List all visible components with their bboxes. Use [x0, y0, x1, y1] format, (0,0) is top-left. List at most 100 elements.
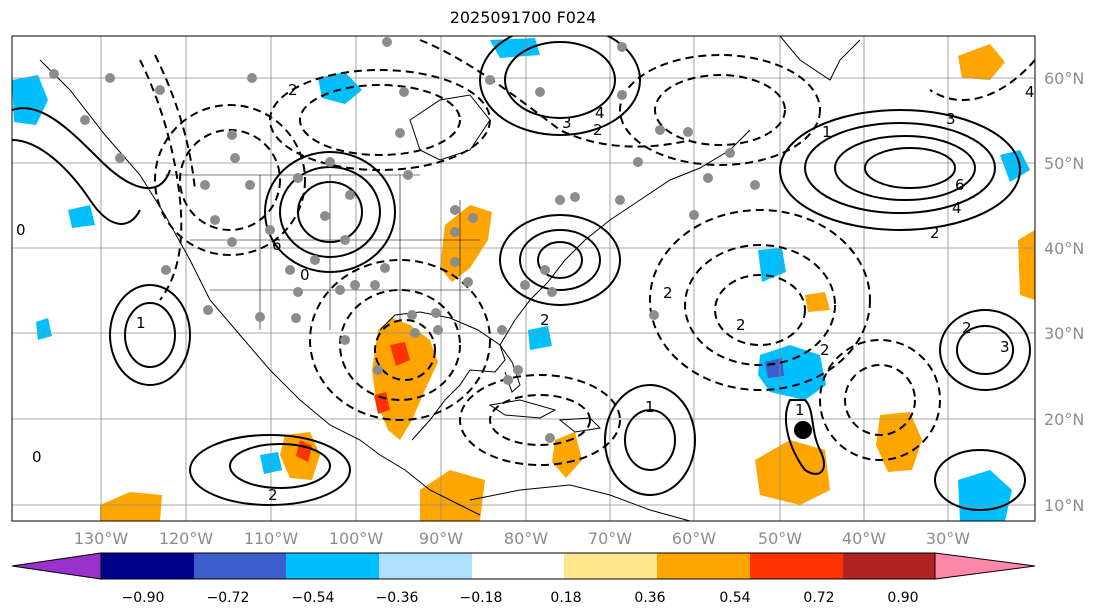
- colorbar-tick: −0.72: [207, 590, 250, 606]
- contour-label: 0: [32, 448, 42, 466]
- contour-label: 6: [955, 176, 965, 194]
- lon-label: 30°W: [926, 529, 970, 548]
- contour-low-gulf-3: [374, 319, 436, 381]
- contour-high-se-1: [934, 449, 1026, 511]
- colorbar-swatch: [564, 553, 657, 579]
- contour-low-west-1: [154, 104, 306, 256]
- coast-cuba: [488, 399, 557, 419]
- contour-high-east-atl-4: [864, 147, 956, 189]
- colorbar-swatch: [750, 553, 843, 579]
- shade-red-gulf-1: [390, 342, 410, 366]
- contour-low-gulf-2: [339, 289, 461, 401]
- lat-label: 10°N: [1044, 496, 1084, 515]
- shade-orange-pac-low: [100, 492, 162, 521]
- contour-low-east-2: [844, 364, 916, 436]
- coast-sa: [469, 484, 691, 521]
- coast-gulf: [379, 311, 506, 441]
- colorbar: −0.90 −0.72 −0.54 −0.36 −0.18 0.18 0.36 …: [11, 552, 1036, 606]
- colorbar-swatch: [657, 553, 750, 579]
- lon-label: 110°W: [244, 529, 299, 548]
- contour-low-atl-1: [649, 209, 871, 391]
- contour-label: 2: [268, 486, 278, 504]
- coast-hudson: [409, 94, 491, 161]
- contour-high-epac-2: [229, 443, 331, 489]
- contour-low-east-edge: [929, 59, 1035, 101]
- colorbar-tick: −0.90: [122, 590, 165, 606]
- contour-label: 3: [1000, 338, 1010, 356]
- contour-high-trop-2: [624, 409, 676, 471]
- coast-west-na: [39, 59, 481, 516]
- lat-label: 40°N: [1044, 239, 1084, 258]
- colorbar-tick: 0.90: [887, 590, 918, 606]
- contour-low-east-1: [819, 339, 941, 461]
- contour-low-north-2: [299, 84, 461, 156]
- coast-hispaniola: [558, 417, 602, 433]
- political-borders: [165, 174, 480, 330]
- contour-low-atl-2: [684, 244, 836, 366]
- lat-label: 50°N: [1044, 154, 1084, 173]
- contour-labels: 6 4 3 2 2 1 0 0 2 1 3 4 6 4 2 2 2 2 3 1 …: [16, 81, 1035, 504]
- coast-florida: [499, 344, 521, 393]
- colorbar-tick: −0.36: [376, 590, 419, 606]
- contour-label: 0: [300, 266, 310, 284]
- contour-low-gulf-1: [309, 259, 491, 421]
- contour-label: 1: [822, 123, 832, 141]
- lon-label: 50°W: [758, 529, 802, 548]
- shade-blue-north-center: [318, 72, 362, 104]
- shade-blue-bc: [12, 75, 48, 125]
- shade-blue-ne-top: [490, 38, 540, 58]
- contour-high-east-atl-2: [804, 122, 996, 214]
- colorbar-tick: 0.18: [550, 590, 581, 606]
- lat-label: 30°N: [1044, 324, 1084, 343]
- shade-orange-sa: [420, 470, 485, 521]
- colorbar-swatch: [379, 553, 472, 579]
- shade-orange-east-edge: [1018, 230, 1035, 300]
- contour-label: 2: [736, 316, 746, 334]
- contour-low-nw-atl-1: [619, 54, 821, 166]
- contour-high-east-atl-3: [834, 135, 976, 201]
- lon-label: 80°W: [504, 529, 548, 548]
- contour-high-east-trop-1: [939, 309, 1031, 391]
- lon-label: 100°W: [329, 529, 384, 548]
- lon-label: 90°W: [419, 529, 463, 548]
- contour-label: 2: [962, 319, 972, 337]
- contour-high-pac-1: [109, 284, 191, 386]
- contour-low-nw-atl-2: [654, 74, 786, 146]
- contour-label: 4: [1025, 83, 1035, 101]
- contour-high-trop-1: [604, 384, 696, 496]
- contour-label: 1: [645, 398, 655, 416]
- contour-storm: [785, 399, 825, 475]
- colorbar-tick: 0.36: [634, 590, 665, 606]
- shade-orange-east-atl: [876, 412, 922, 472]
- storm-center-marker: [794, 421, 812, 439]
- colorbar-swatch: [472, 553, 564, 579]
- shade-blue-pac-3: [68, 205, 95, 228]
- contour-low-carib-1: [459, 374, 621, 466]
- colorbar-swatch: [194, 553, 286, 579]
- coastlines: [39, 36, 861, 521]
- contour-label: 2: [663, 284, 673, 302]
- contour-label: 1: [136, 314, 146, 332]
- colorbar-tick: −0.18: [460, 590, 503, 606]
- shade-blue-mid-atl: [758, 248, 786, 282]
- station-markers: [49, 37, 760, 443]
- map-background: [12, 36, 1035, 521]
- colorbar-low-extend: [11, 552, 102, 580]
- contour-high-pac-2: [124, 302, 176, 368]
- map-frame: [11, 35, 1036, 522]
- contour-label: 2: [820, 341, 830, 359]
- contour-high-ne-1: [499, 214, 621, 306]
- shade-blue-east-coast: [528, 326, 552, 350]
- contour-low-atl-3: [714, 274, 806, 346]
- contour-high-east-atl-1: [779, 109, 1021, 231]
- map-title: 2025091700 F024: [449, 8, 597, 27]
- contour-high-labrador-1: [479, 36, 641, 136]
- shade-blue-atl: [758, 345, 826, 400]
- contour-bc-2: [12, 139, 141, 225]
- contour-low-north-1: [269, 69, 491, 171]
- contour-high-ne-3: [537, 241, 583, 279]
- shade-orange-ne-corner: [958, 44, 1005, 80]
- lon-label: 40°W: [842, 529, 886, 548]
- coast-greenland: [779, 36, 861, 81]
